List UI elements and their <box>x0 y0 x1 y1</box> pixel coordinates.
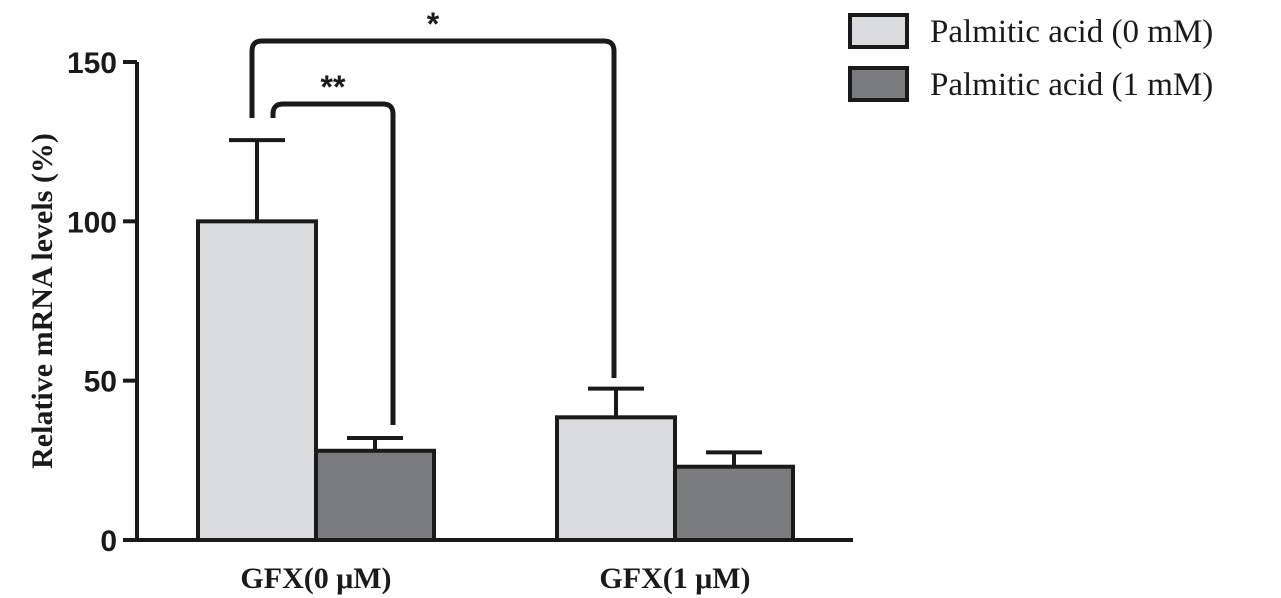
bar-0-1 <box>314 448 436 543</box>
significance-label-0: * <box>427 6 440 42</box>
y-tick-label-0: 0 <box>100 525 117 558</box>
bar-0-0 <box>196 219 318 542</box>
x-tick-label-1: GFX(1 μM) <box>599 562 750 595</box>
legend-swatch-0 <box>848 13 909 49</box>
legend-swatch-1 <box>848 66 909 102</box>
error-bar-1-1 <box>706 450 762 467</box>
significance-label-1: ** <box>321 69 346 105</box>
legend-label-0: Palmitic acid (0 mM) <box>930 14 1213 50</box>
bar-1-0 <box>555 415 677 542</box>
error-bars <box>229 138 762 467</box>
x-tick-label-0: GFX(0 μM) <box>240 562 391 595</box>
x-tick-labels: GFX(0 μM) GFX(1 μM) <box>240 562 750 595</box>
bar-1-1 <box>673 464 795 542</box>
y-tick-label-2: 100 <box>67 206 117 239</box>
error-bar-0-0 <box>229 138 285 222</box>
error-bar-0-1 <box>347 436 403 451</box>
y-tick-label-3: 150 <box>67 47 117 80</box>
significance-bracket-1 <box>270 101 396 425</box>
error-bar-1-0 <box>588 386 644 418</box>
significance-bracket-0 <box>249 38 617 378</box>
legend-label-1: Palmitic acid (1 mM) <box>930 67 1213 103</box>
significance-brackets: *** <box>249 6 617 425</box>
bars <box>196 219 795 543</box>
y-tick-label-1: 50 <box>84 366 117 399</box>
legend: Palmitic acid (0 mM) Palmitic acid (1 mM… <box>848 13 1213 103</box>
y-axis-label: Relative mRNA levels (%) <box>26 133 59 469</box>
y-ticks: 0 50 100 150 <box>67 47 137 558</box>
